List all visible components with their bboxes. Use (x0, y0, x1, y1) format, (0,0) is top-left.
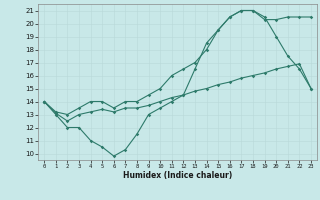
X-axis label: Humidex (Indice chaleur): Humidex (Indice chaleur) (123, 171, 232, 180)
